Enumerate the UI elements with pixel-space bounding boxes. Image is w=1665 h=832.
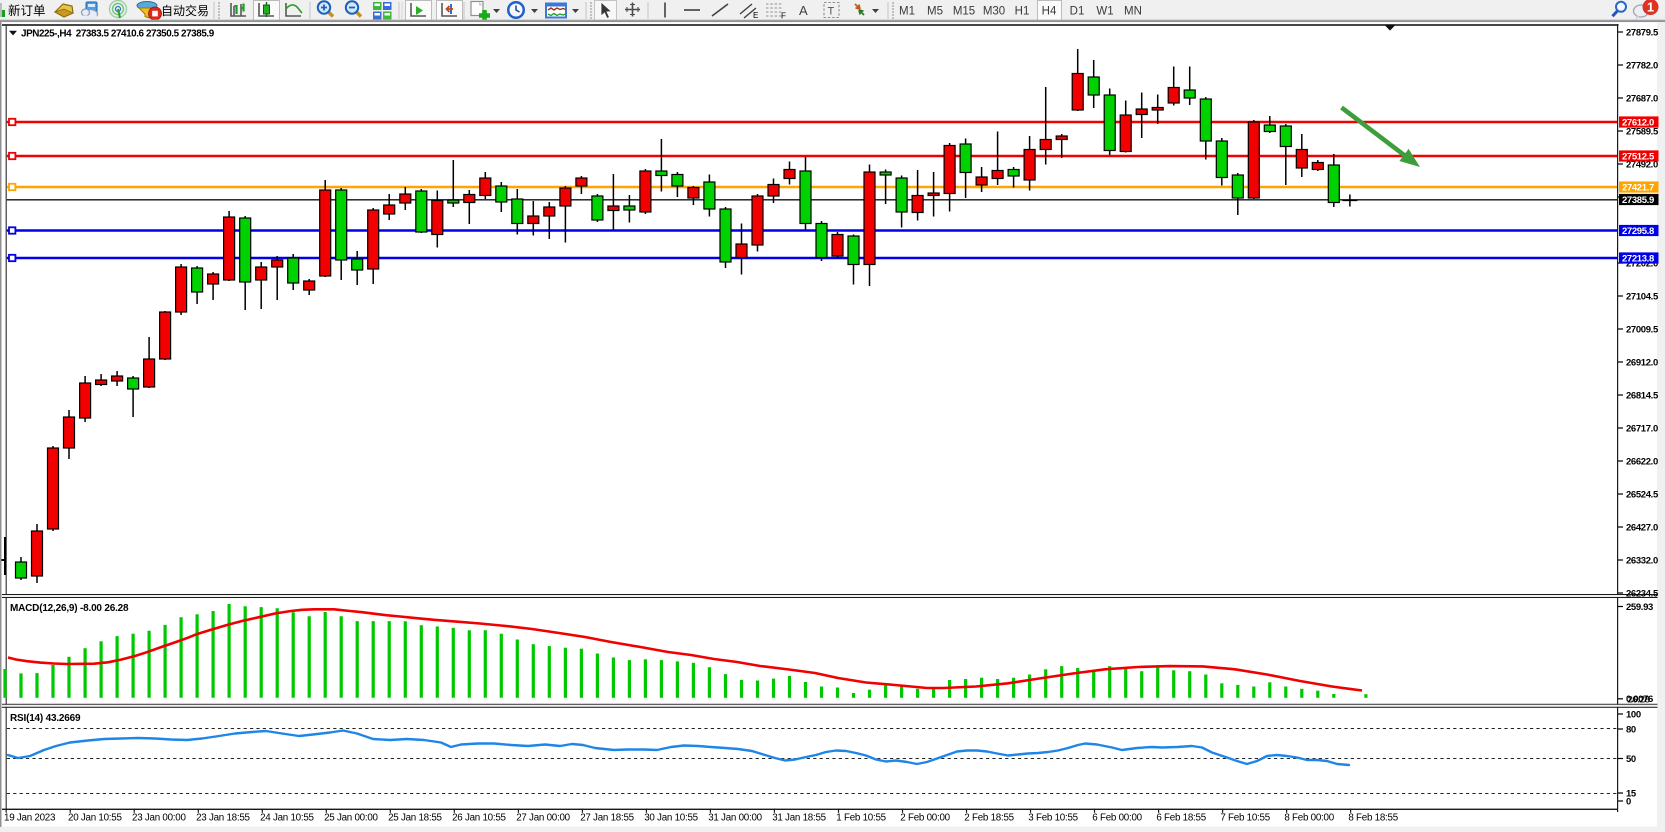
svg-text:RSI(14) 43.2669: RSI(14) 43.2669: [10, 713, 81, 724]
svg-text:27687.0: 27687.0: [1626, 93, 1658, 104]
svg-text:27782.0: 27782.0: [1626, 60, 1658, 71]
svg-text:1: 1: [1647, 0, 1654, 15]
svg-text:M5: M5: [927, 6, 943, 18]
svg-text:26912.0: 26912.0: [1626, 357, 1658, 368]
svg-text:26717.0: 26717.0: [1626, 423, 1658, 434]
svg-text:26 Jan 10:55: 26 Jan 10:55: [452, 813, 506, 824]
svg-text:A: A: [799, 3, 808, 18]
svg-text:15: 15: [1626, 788, 1637, 799]
svg-text:27 Jan 00:00: 27 Jan 00:00: [516, 813, 570, 824]
svg-text:27295.8: 27295.8: [1622, 226, 1654, 237]
svg-text:自动交易: 自动交易: [161, 3, 209, 18]
svg-text:259.93: 259.93: [1626, 602, 1653, 613]
svg-text:27104.5: 27104.5: [1626, 291, 1659, 302]
svg-text:F: F: [781, 12, 786, 21]
svg-text:23 Jan 00:00: 23 Jan 00:00: [132, 813, 186, 824]
svg-text:20 Jan 10:55: 20 Jan 10:55: [68, 813, 122, 824]
svg-text:31 Jan 00:00: 31 Jan 00:00: [708, 813, 762, 824]
svg-text:19 Jan 2023: 19 Jan 2023: [4, 813, 56, 824]
svg-text:2 Feb 18:55: 2 Feb 18:55: [964, 813, 1014, 824]
svg-text:H1: H1: [1015, 6, 1030, 18]
svg-text:27 Jan 18:55: 27 Jan 18:55: [580, 813, 634, 824]
svg-text:E: E: [753, 11, 758, 20]
svg-text:1 Feb 10:55: 1 Feb 10:55: [836, 813, 886, 824]
svg-text:26234.5: 26234.5: [1626, 588, 1659, 599]
svg-text:26.28: 26.28: [1628, 695, 1650, 706]
svg-text:27512.5: 27512.5: [1622, 152, 1655, 163]
svg-text:8 Feb 00:00: 8 Feb 00:00: [1284, 813, 1334, 824]
svg-text:25 Jan 00:00: 25 Jan 00:00: [324, 813, 378, 824]
svg-text:27213.8: 27213.8: [1622, 254, 1654, 265]
svg-text:MN: MN: [1124, 6, 1142, 18]
svg-text:M15: M15: [953, 6, 975, 18]
svg-text:27492.0: 27492.0: [1626, 159, 1658, 170]
svg-text:0.0076: 0.0076: [1626, 694, 1653, 705]
svg-text:26814.5: 26814.5: [1626, 390, 1659, 401]
svg-text:27421.7: 27421.7: [1622, 183, 1654, 194]
svg-text:27612.0: 27612.0: [1622, 118, 1654, 129]
svg-text:26524.5: 26524.5: [1626, 489, 1659, 500]
svg-text:100: 100: [1626, 709, 1641, 720]
svg-text:H4: H4: [1042, 6, 1057, 18]
svg-text:25 Jan 18:55: 25 Jan 18:55: [388, 813, 442, 824]
svg-text:31 Jan 18:55: 31 Jan 18:55: [772, 813, 826, 824]
svg-text:30 Jan 10:55: 30 Jan 10:55: [644, 813, 698, 824]
svg-text:0: 0: [1626, 796, 1631, 807]
svg-text:80: 80: [1626, 724, 1636, 735]
svg-text:24 Jan 10:55: 24 Jan 10:55: [260, 813, 314, 824]
svg-text:3 Feb 10:55: 3 Feb 10:55: [1028, 813, 1078, 824]
svg-text:23 Jan 18:55: 23 Jan 18:55: [196, 813, 250, 824]
svg-text:T: T: [828, 6, 835, 18]
svg-text:新订单: 新订单: [8, 3, 46, 18]
svg-text:M30: M30: [983, 6, 1005, 18]
svg-text:27009.5: 27009.5: [1626, 324, 1659, 335]
svg-text:8 Feb 18:55: 8 Feb 18:55: [1348, 813, 1398, 824]
svg-text:M1: M1: [899, 6, 915, 18]
svg-text:MACD(12,26,9) -8.00 26.28: MACD(12,26,9) -8.00 26.28: [10, 603, 129, 614]
svg-text:27202.0: 27202.0: [1626, 258, 1658, 269]
svg-text:27385.9: 27385.9: [1622, 195, 1654, 206]
svg-text:27879.5: 27879.5: [1626, 27, 1659, 38]
svg-text:6 Feb 00:00: 6 Feb 00:00: [1092, 813, 1142, 824]
svg-text:26622.0: 26622.0: [1626, 456, 1658, 467]
svg-text:D1: D1: [1070, 6, 1085, 18]
svg-text:50: 50: [1626, 754, 1636, 765]
svg-text:26427.0: 26427.0: [1626, 522, 1658, 533]
svg-text:6 Feb 18:55: 6 Feb 18:55: [1156, 813, 1206, 824]
svg-text:26332.0: 26332.0: [1626, 555, 1658, 566]
svg-text:JPN225-,H4 27383.5 27410.6 27: JPN225-,H4 27383.5 27410.6 27350.5 27385…: [21, 28, 215, 39]
svg-text:W1: W1: [1096, 6, 1113, 18]
svg-text:27589.5: 27589.5: [1626, 126, 1659, 137]
svg-text:2 Feb 00:00: 2 Feb 00:00: [900, 813, 950, 824]
svg-text:7 Feb 10:55: 7 Feb 10:55: [1220, 813, 1270, 824]
